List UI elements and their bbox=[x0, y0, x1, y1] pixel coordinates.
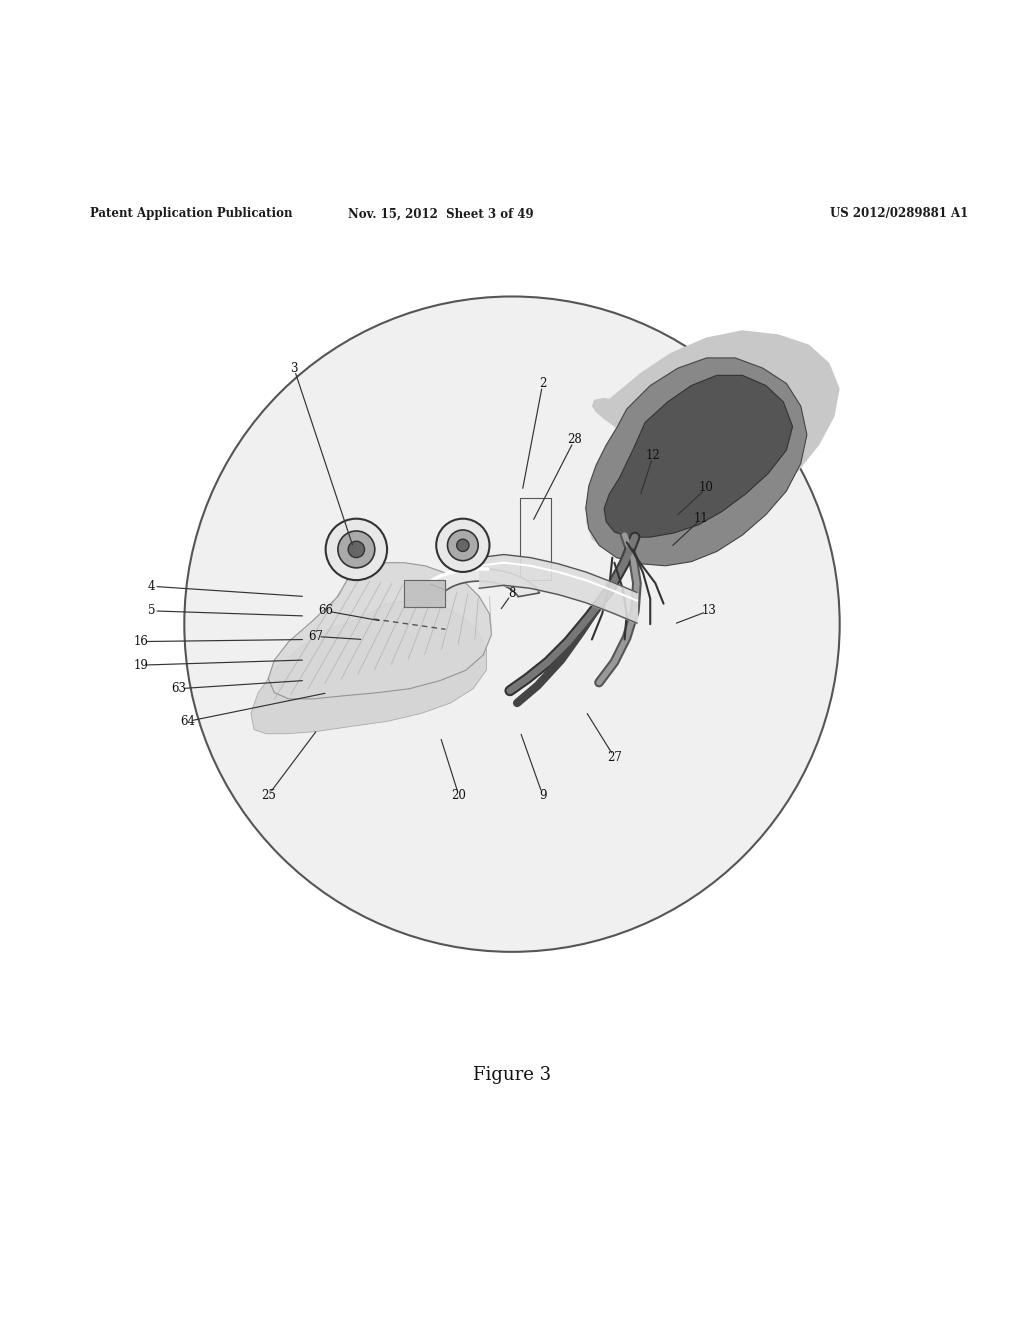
Text: 8: 8 bbox=[508, 587, 516, 599]
Text: 2: 2 bbox=[539, 378, 547, 389]
Text: 11: 11 bbox=[694, 512, 709, 525]
Text: 20: 20 bbox=[452, 788, 466, 801]
Text: 16: 16 bbox=[134, 635, 148, 648]
Text: 66: 66 bbox=[318, 605, 333, 618]
Circle shape bbox=[436, 519, 489, 572]
Circle shape bbox=[457, 539, 469, 552]
Text: 28: 28 bbox=[567, 433, 582, 446]
Text: 25: 25 bbox=[261, 788, 275, 801]
Circle shape bbox=[326, 519, 387, 579]
Text: 12: 12 bbox=[646, 449, 660, 462]
Text: 9: 9 bbox=[539, 788, 547, 801]
Text: 19: 19 bbox=[134, 659, 148, 672]
Polygon shape bbox=[268, 562, 492, 698]
Text: Nov. 15, 2012  Sheet 3 of 49: Nov. 15, 2012 Sheet 3 of 49 bbox=[347, 207, 534, 220]
Polygon shape bbox=[586, 330, 840, 556]
Circle shape bbox=[184, 297, 840, 952]
Text: 3: 3 bbox=[290, 362, 298, 375]
Polygon shape bbox=[520, 498, 551, 579]
Text: 64: 64 bbox=[180, 715, 195, 727]
Polygon shape bbox=[428, 569, 540, 597]
Text: 27: 27 bbox=[607, 751, 622, 764]
Polygon shape bbox=[251, 601, 486, 734]
Text: 4: 4 bbox=[147, 579, 156, 593]
Circle shape bbox=[348, 541, 365, 557]
Text: US 2012/0289881 A1: US 2012/0289881 A1 bbox=[829, 207, 969, 220]
Text: Patent Application Publication: Patent Application Publication bbox=[90, 207, 293, 220]
Text: 13: 13 bbox=[701, 605, 716, 618]
Circle shape bbox=[447, 529, 478, 561]
Text: 67: 67 bbox=[308, 630, 323, 643]
Polygon shape bbox=[604, 375, 793, 537]
Circle shape bbox=[338, 531, 375, 568]
Text: Figure 3: Figure 3 bbox=[473, 1065, 551, 1084]
Polygon shape bbox=[404, 579, 445, 607]
Text: 10: 10 bbox=[699, 482, 714, 495]
Polygon shape bbox=[586, 358, 807, 566]
Text: 5: 5 bbox=[147, 605, 156, 618]
Text: 63: 63 bbox=[172, 682, 186, 696]
